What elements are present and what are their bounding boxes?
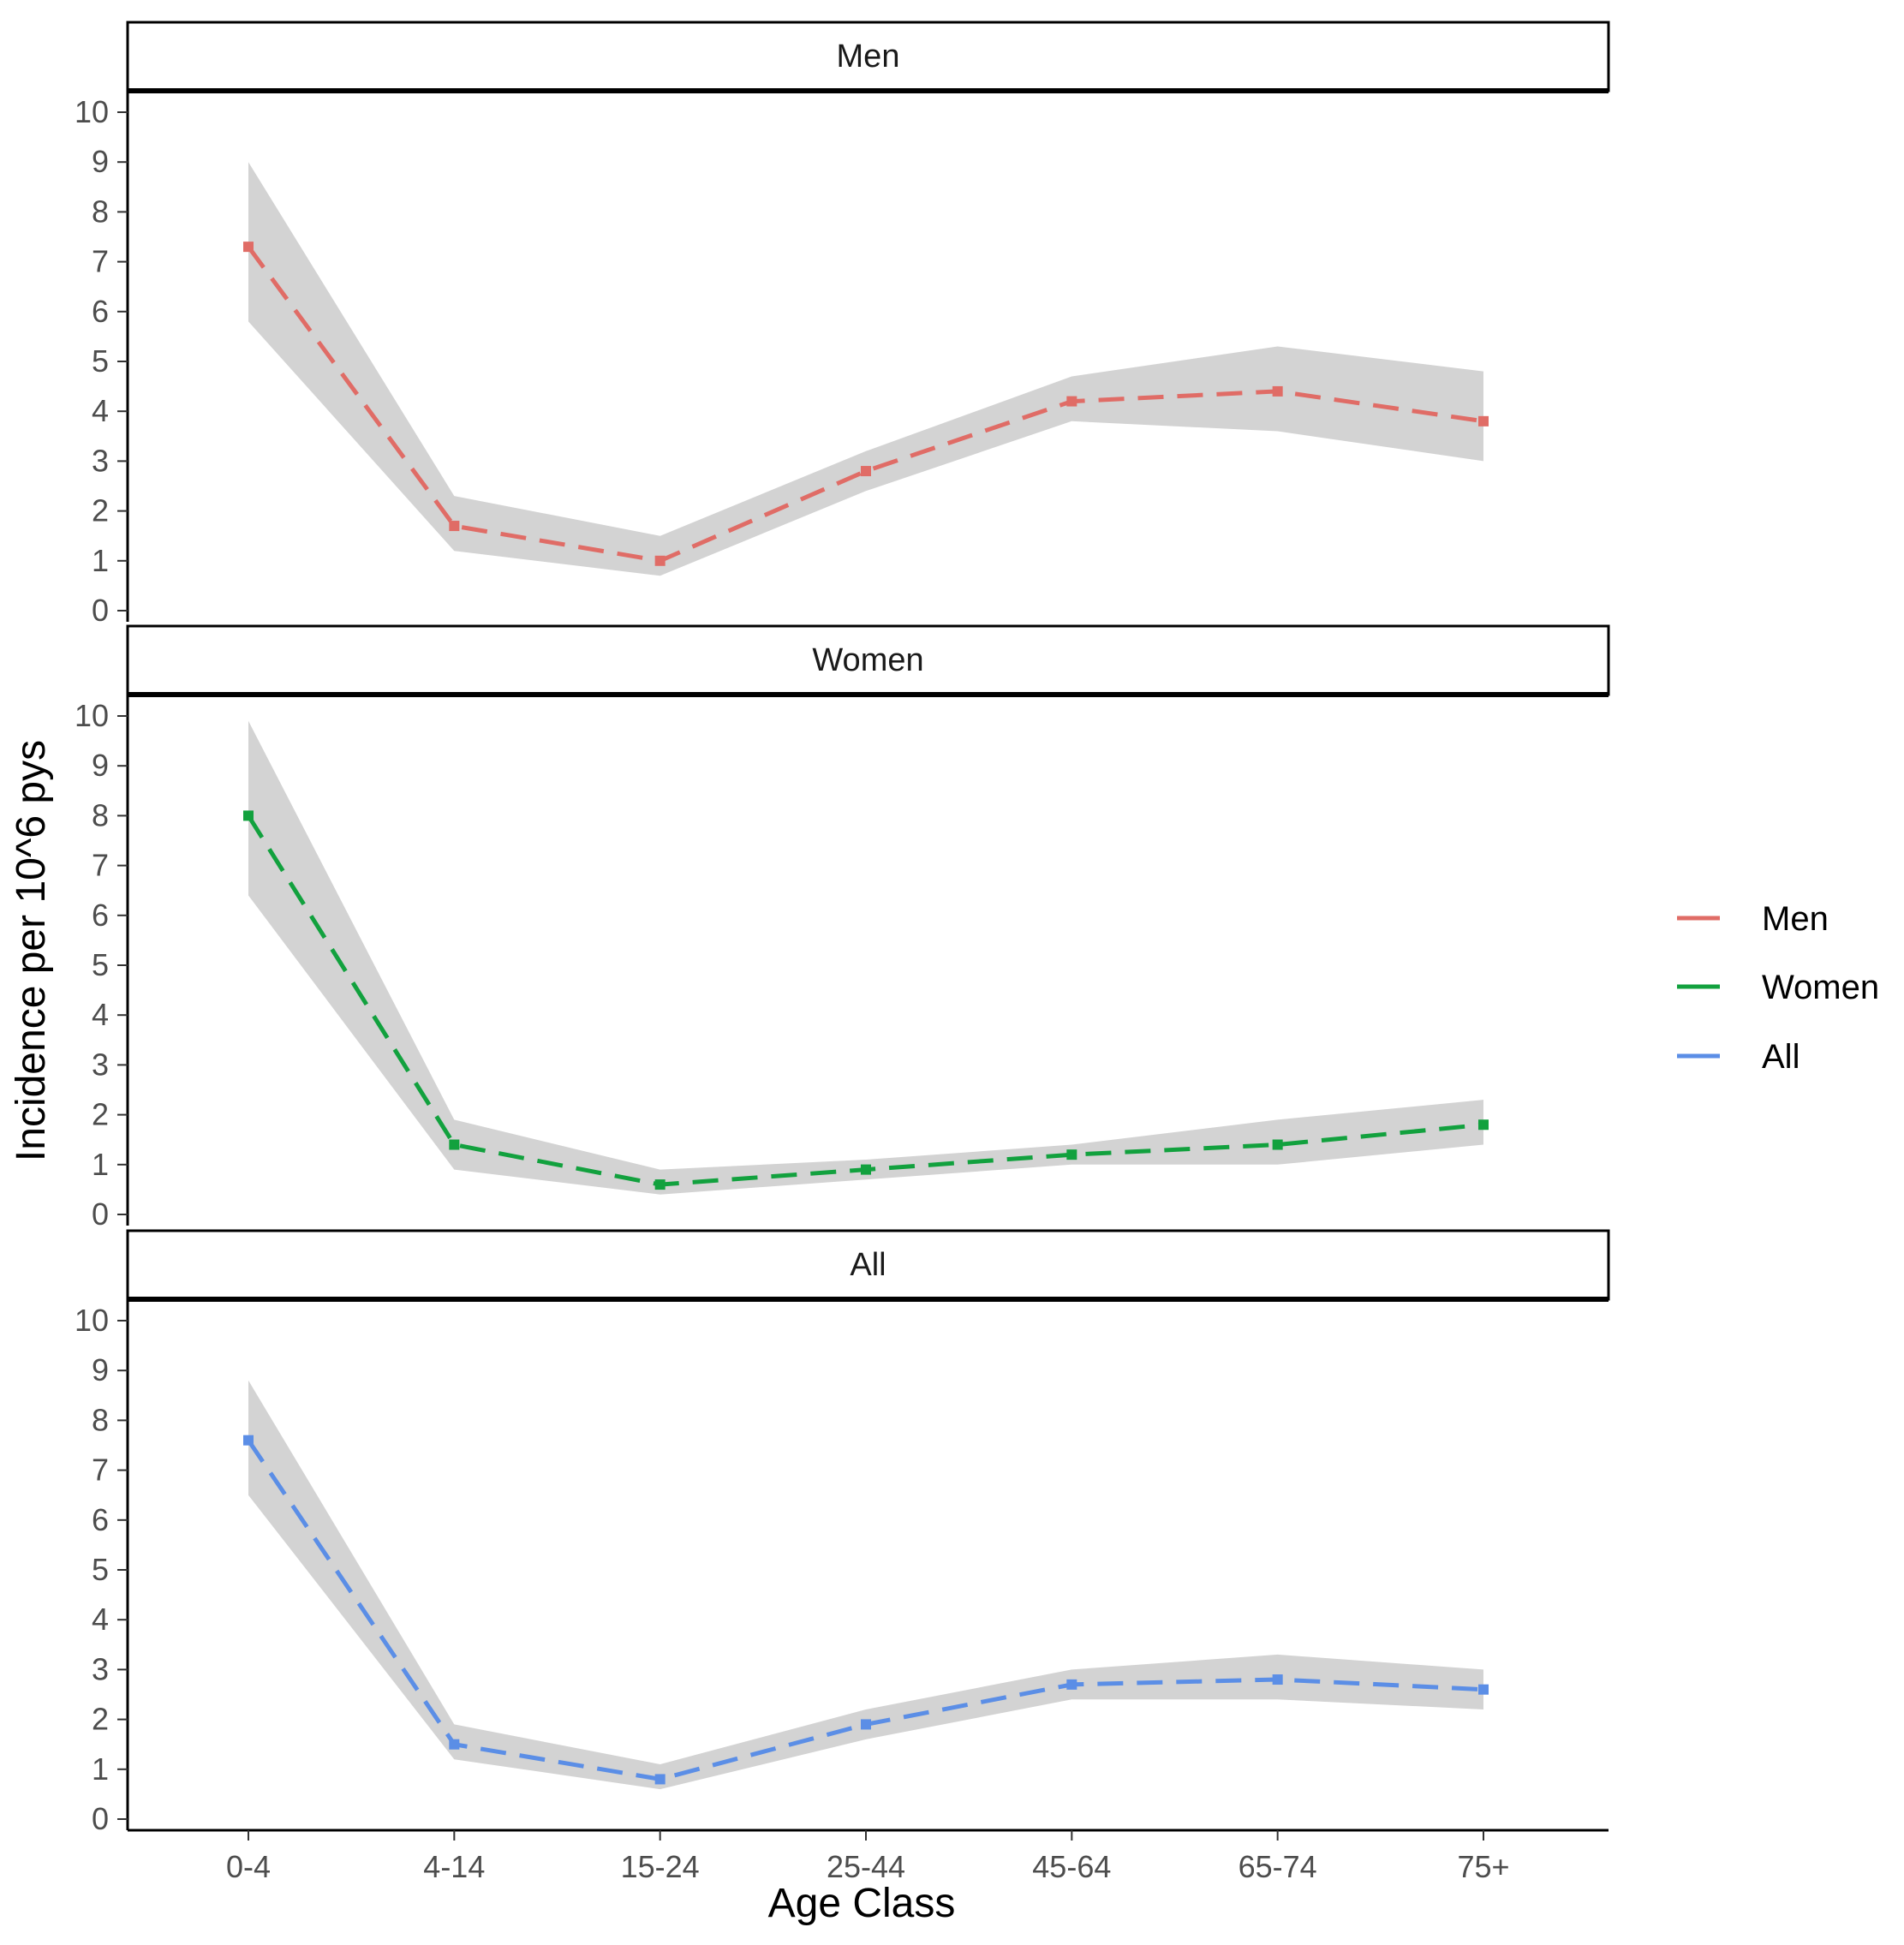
strip-label-all: All [850, 1247, 886, 1283]
legend-label-men: Men [1762, 900, 1829, 938]
y-tick-label: 8 [92, 194, 109, 229]
y-tick-label: 7 [92, 1453, 109, 1488]
y-tick-label: 2 [92, 1097, 109, 1132]
y-tick-label: 10 [75, 94, 109, 129]
data-point [449, 1139, 460, 1150]
y-tick-label: 1 [92, 543, 109, 578]
y-tick-label: 0 [92, 593, 109, 628]
x-tick-label: 45-64 [1032, 1849, 1111, 1884]
strip-label-men: Men [837, 39, 900, 75]
data-point [1272, 1674, 1283, 1685]
y-axis-title: Incidence per 10^6 pys [9, 740, 54, 1161]
strip-box-men [126, 21, 1610, 92]
strip-label-women: Women [812, 642, 923, 678]
x-axis-title: Age Class [768, 1881, 956, 1926]
panels-layer: Men 0 1 2 3 4 5 6 7 8 9 10 Women 0 1 2 3 4 5 6 7 8 9 10 All 0 1 2 3 4… [75, 21, 1610, 1884]
y-tick-label: 2 [92, 1702, 109, 1737]
data-point [449, 1739, 460, 1750]
y-tick-label: 6 [92, 898, 109, 933]
y-tick-label: 4 [92, 1602, 109, 1637]
data-point [1478, 415, 1489, 427]
data-point [654, 1179, 666, 1190]
y-tick-label: 8 [92, 1402, 109, 1437]
y-tick-label: 9 [92, 748, 109, 783]
y-tick-label: 6 [92, 1502, 109, 1537]
data-point [654, 1774, 666, 1785]
y-tick-label: 1 [92, 1751, 109, 1787]
y-tick-label: 2 [92, 493, 109, 528]
y-tick-label: 4 [92, 393, 109, 428]
data-point [861, 1719, 871, 1730]
y-tick-label: 1 [92, 1147, 109, 1182]
data-point [1066, 1679, 1077, 1690]
data-point [1272, 385, 1283, 397]
data-point [1066, 1149, 1077, 1160]
ci-ribbon-men [248, 162, 1483, 576]
legend: Men Women All [1677, 900, 1879, 1076]
y-tick-label: 3 [92, 1047, 109, 1082]
panel-men: Men 0 1 2 3 4 5 6 7 8 9 10 [75, 21, 1610, 628]
y-tick-label: 9 [92, 1352, 109, 1387]
y-tick-label: 9 [92, 144, 109, 179]
ci-ribbon-all [248, 1380, 1483, 1790]
panel-women: Women 0 1 2 3 4 5 6 7 8 9 10 [75, 624, 1610, 1232]
y-tick-label: 0 [92, 1196, 109, 1232]
data-point [1478, 1119, 1489, 1131]
data-point [243, 1435, 254, 1446]
y-tick-label: 0 [92, 1801, 109, 1836]
data-point [861, 1164, 871, 1175]
ci-ribbon-women [248, 720, 1483, 1195]
y-tick-label: 7 [92, 848, 109, 883]
y-tick-label: 10 [75, 1303, 109, 1338]
y-tick-label: 5 [92, 947, 109, 982]
y-tick-label: 8 [92, 797, 109, 832]
y-tick-label: 7 [92, 244, 109, 279]
data-point [654, 555, 666, 566]
strip-box-all [126, 1229, 1610, 1301]
y-tick-label: 5 [92, 343, 109, 379]
legend-label-women: Women [1762, 969, 1879, 1006]
y-tick-label: 10 [75, 698, 109, 733]
x-tick-label: 65-74 [1238, 1849, 1317, 1884]
data-point [1478, 1684, 1489, 1695]
data-point [1066, 396, 1077, 407]
y-tick-label: 3 [92, 1651, 109, 1686]
x-tick-label: 75+ [1457, 1849, 1509, 1884]
data-point [861, 466, 871, 477]
data-point [243, 810, 254, 821]
data-point [1272, 1139, 1283, 1150]
panel-all: All 0 1 2 3 4 5 6 7 8 9 10 0-4 4-14 15-24 25-44 45-64 65-… [75, 1229, 1610, 1884]
y-tick-label: 6 [92, 294, 109, 329]
legend-label-all: All [1762, 1038, 1800, 1076]
y-tick-label: 3 [92, 443, 109, 478]
x-tick-label: 4-14 [423, 1849, 485, 1884]
x-tick-label: 0-4 [226, 1849, 271, 1884]
y-tick-label: 4 [92, 997, 109, 1032]
data-point [243, 242, 254, 253]
x-tick-label: 15-24 [621, 1849, 700, 1884]
y-tick-label: 5 [92, 1552, 109, 1587]
x-tick-label: 25-44 [827, 1849, 905, 1884]
data-point [449, 521, 460, 532]
